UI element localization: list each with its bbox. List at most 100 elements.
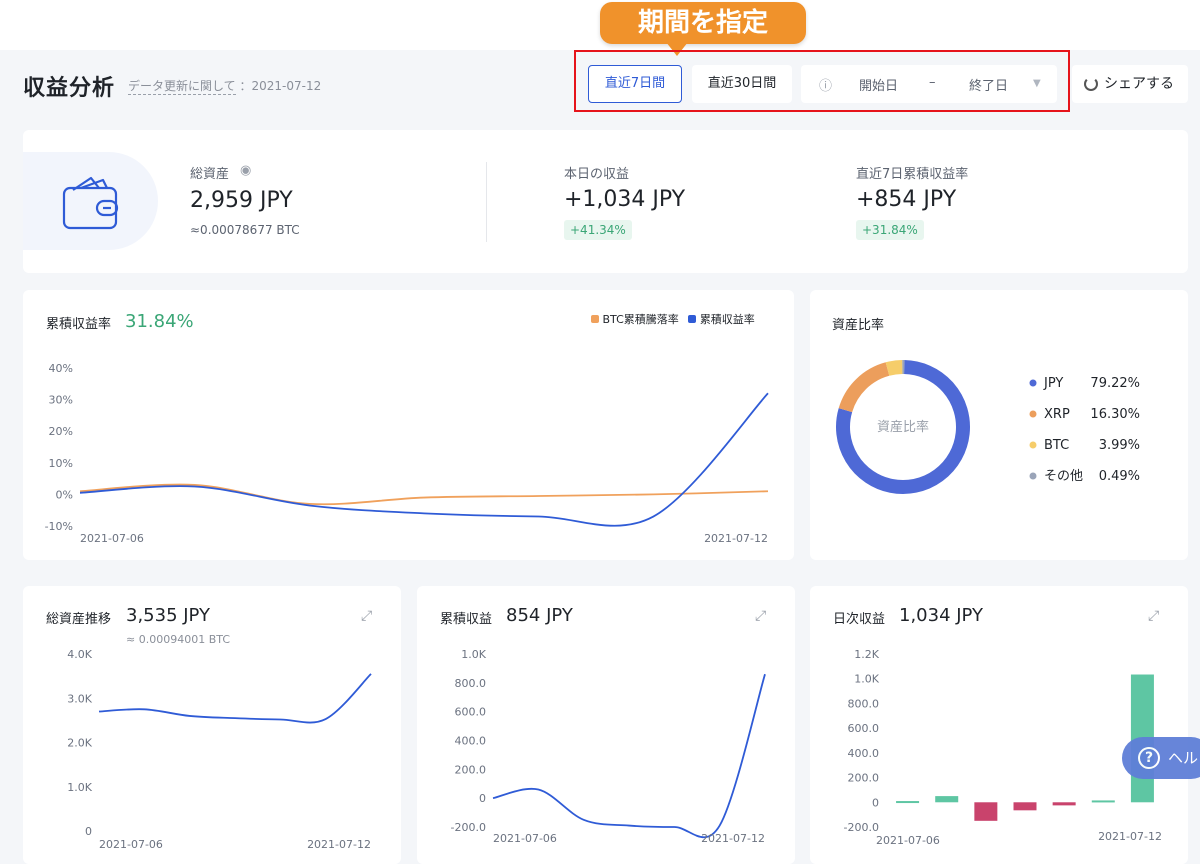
x-tick-label: 2021-07-12 <box>704 532 768 545</box>
x-tick-label: 2021-07-06 <box>99 838 163 851</box>
y-tick-label: 0 <box>85 825 92 838</box>
start-date-input[interactable]: 開始日 <box>859 79 899 94</box>
update-date: ：2021-07-12 <box>239 79 322 93</box>
total-assets-value: 2,959 JPY <box>190 188 293 213</box>
asset-ratio-title: 資産比率 <box>832 318 885 333</box>
x-tick-label: 2021-07-06 <box>493 832 557 845</box>
help-label: ヘル <box>1168 749 1199 767</box>
series-line-0 <box>492 673 766 839</box>
expand-icon[interactable]: ⤢ <box>361 608 373 624</box>
x-tick-label: 2021-07-06 <box>80 532 144 545</box>
y-tick-label: 10% <box>49 457 73 470</box>
date-separator: – <box>929 75 936 90</box>
total-assets-chart-sub: ≈ 0.00094001 BTC <box>126 633 230 646</box>
cum7-badge: +31.84% <box>856 220 924 240</box>
cum-profit-headline: 854 JPY <box>506 605 573 626</box>
wallet-icon-bg <box>23 152 158 250</box>
total-assets-chart: 4.0K 3.0K 2.0K 1.0K 0 2021-07-06 2021-07-12 <box>67 648 372 851</box>
asset-ratio-chart: 資産比率 JPY 79.22% XRP 16.30% BTC 3.99% その他 0.49% <box>836 360 1140 494</box>
total-assets-chart-title: 総資産推移 <box>46 612 112 627</box>
y-tick-label: -200.0 <box>451 821 486 834</box>
y-tick-label: 400.0 <box>455 735 487 748</box>
period-7d-button[interactable]: 直近7日間 <box>588 65 682 103</box>
series-line-0 <box>79 483 769 506</box>
update-info: データ更新に関して ：2021-07-12 <box>128 77 322 95</box>
total-assets-btc: ≈0.00078677 BTC <box>190 223 300 237</box>
eye-icon[interactable]: ◉ <box>240 163 252 178</box>
date-range-picker[interactable]: ⓘ 開始日 – 終了日 ▼ <box>801 65 1057 103</box>
period-30d-button[interactable]: 直近30日間 <box>692 65 792 103</box>
legend-dot <box>1029 472 1037 480</box>
legend-label-rate: 累積収益率 <box>699 313 755 326</box>
legend-dot <box>1029 379 1037 387</box>
end-date-input[interactable]: 終了日 <box>969 79 1009 94</box>
legend-label-btc: BTC累積騰落率 <box>602 313 679 326</box>
pie-slice-BTC <box>885 360 903 376</box>
y-tick-label: 4.0K <box>67 648 92 661</box>
help-button[interactable]: ? ヘル <box>1122 737 1200 779</box>
share-label: シェアする <box>1104 76 1174 92</box>
cum-rate-chart: 40% 30% 20% 10% 0% -10% 2021-07-06 2021-07-12 <box>45 362 769 545</box>
cum-profit-card: 累積収益 854 JPY ⤢ 1.0K 800.0 600.0 400.0 200.0 0… <box>417 586 795 864</box>
period-highlight-box <box>574 50 1070 112</box>
total-assets-chart-headline: 3,535 JPY <box>126 605 211 626</box>
wallet-icon <box>62 176 119 230</box>
series-line-0 <box>98 673 372 724</box>
update-info-link[interactable]: データ更新に関して <box>128 79 236 95</box>
legend-dot <box>1029 441 1037 449</box>
share-button[interactable]: シェアする <box>1072 65 1188 103</box>
today-profit-value: +1,034 JPY <box>564 187 686 212</box>
bar-07-10 <box>1052 802 1076 806</box>
daily-profit-card: 日次収益 1,034 JPY ⤢ 1.2K 1.0K 800.0 600.0 400.0… <box>810 586 1188 864</box>
y-tick-label: 0% <box>56 488 73 501</box>
daily-profit-title: 日次収益 <box>833 612 886 627</box>
legend-swatch-btc <box>591 315 599 323</box>
y-tick-label: 1.2K <box>854 648 879 661</box>
page-title: 収益分析 <box>23 76 116 101</box>
y-tick-label: 40% <box>49 362 73 375</box>
legend-swatch-rate <box>688 315 697 323</box>
legend-value: 0.49% <box>1099 469 1140 484</box>
legend-value: 16.30% <box>1090 407 1140 422</box>
cum-rate-card: 累積収益率 31.84% BTC累積騰落率 累積収益率 40% 30% 20% 10%… <box>23 290 794 560</box>
y-tick-label: 600.0 <box>848 722 880 735</box>
cum-profit-chart: 1.0K 800.0 600.0 400.0 200.0 0 -200.0 2021-07-0… <box>451 648 766 845</box>
legend-label: XRP <box>1044 407 1070 422</box>
y-tick-label: 0 <box>479 792 486 805</box>
expand-icon[interactable]: ⤢ <box>755 608 767 624</box>
cum7-label: 直近7日累積収益率 <box>856 167 969 182</box>
period-callout: 期間を指定 <box>600 2 806 44</box>
expand-icon[interactable]: ⤢ <box>1148 608 1160 624</box>
legend-label: JPY <box>1043 376 1063 391</box>
pie-slice-JPY <box>836 360 970 494</box>
y-tick-label: 20% <box>49 425 73 438</box>
cum7-value: +854 JPY <box>856 187 957 212</box>
cum-rate-title: 累積収益率 <box>46 317 112 332</box>
y-tick-label: 0 <box>872 796 879 809</box>
legend-label: BTC <box>1044 438 1069 453</box>
x-tick-label: 2021-07-12 <box>307 838 371 851</box>
legend-value: 79.22% <box>1090 376 1140 391</box>
y-tick-label: 400.0 <box>848 747 880 760</box>
daily-profit-chart: 1.2K1.0K800.0600.0400.0200.00-200.02021-… <box>844 648 1162 847</box>
y-tick-label: 1.0K <box>67 781 92 794</box>
summary-card: 総資産 ◉ 2,959 JPY ≈0.00078677 BTC 本日の収益 +1… <box>23 130 1188 273</box>
bar-07-07 <box>935 796 959 803</box>
legend-label: その他 <box>1044 469 1083 484</box>
dropdown-icon: ▼ <box>1033 78 1041 89</box>
pie-slice-XRP <box>838 362 890 413</box>
legend-value: 3.99% <box>1099 438 1140 453</box>
y-tick-label: 200.0 <box>455 763 487 776</box>
y-tick-label: -10% <box>45 520 73 533</box>
y-tick-label: 1.0K <box>854 673 879 686</box>
cum-rate-legend: BTC累積騰落率 累積収益率 <box>591 311 755 327</box>
today-profit-badge: +41.34% <box>564 220 632 240</box>
bar-07-06 <box>896 801 920 804</box>
legend-dot <box>1029 410 1037 418</box>
bar-07-09 <box>1013 802 1037 811</box>
x-tick-label: 2021-07-12 <box>701 832 765 845</box>
y-tick-label: 800.0 <box>848 697 880 710</box>
x-tick-label: 2021-07-12 <box>1098 830 1162 843</box>
bar-07-11 <box>1091 800 1115 803</box>
y-tick-label: 3.0K <box>67 692 92 705</box>
